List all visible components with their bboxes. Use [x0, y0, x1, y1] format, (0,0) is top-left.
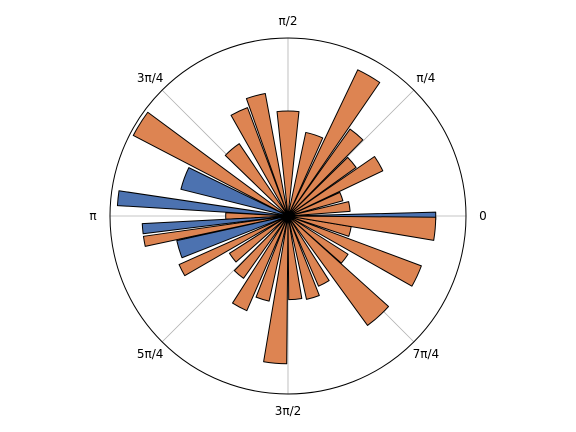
outer-axis-circle — [109, 37, 467, 395]
bar-11 — [224, 143, 289, 217]
theta-tick-label: π/2 — [279, 14, 298, 28]
bar-2 — [287, 191, 344, 217]
bar-18 — [176, 215, 289, 259]
bar-6 — [287, 69, 381, 217]
bar-22 — [232, 215, 289, 312]
theta-tick-label: 3π/2 — [275, 404, 302, 418]
theta-tick-label: 3π/4 — [137, 71, 164, 85]
theta-tick-label: π — [89, 209, 96, 223]
bar-30 — [287, 215, 422, 287]
bar-1 — [287, 201, 351, 217]
bar-27 — [287, 215, 330, 287]
bar-9 — [245, 92, 289, 217]
bar-3 — [287, 156, 384, 217]
bar-16 — [141, 215, 289, 235]
bar-14 — [116, 190, 289, 217]
bars — [116, 69, 437, 365]
bar-23 — [255, 215, 289, 302]
bar-24 — [263, 215, 289, 365]
bar-4 — [287, 156, 357, 217]
bar-29 — [287, 215, 349, 264]
bar-26 — [287, 215, 320, 300]
bar-13 — [180, 167, 289, 217]
bar-28 — [287, 215, 390, 326]
bar-32 — [287, 215, 437, 241]
bar-7 — [287, 131, 324, 217]
bar-25 — [287, 215, 303, 301]
bar-12 — [132, 111, 289, 217]
theta-tick-label: 0 — [479, 209, 487, 223]
theta-tick-label: 5π/4 — [137, 347, 164, 361]
theta-tick-label: π/4 — [416, 71, 435, 85]
bar-21 — [233, 215, 289, 279]
bar-5 — [287, 128, 364, 217]
theta-tick-label: 7π/4 — [413, 347, 440, 361]
bar-8 — [276, 110, 300, 217]
bar-10 — [230, 107, 289, 217]
bar-20 — [228, 215, 289, 263]
bar-19 — [178, 215, 289, 277]
theta-tick-labels: 0 π/4 π/2 3π/4 π 5π/4 3π/2 7π/4 — [89, 14, 486, 418]
